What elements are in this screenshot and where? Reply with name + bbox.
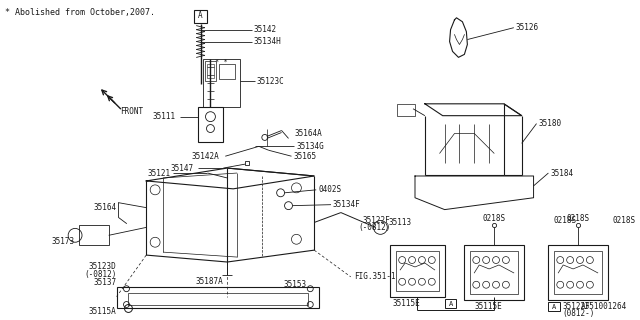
Bar: [397, 104, 415, 116]
Text: 0218S: 0218S: [554, 216, 577, 225]
Text: FRONT: FRONT: [120, 107, 143, 116]
Text: * *: * *: [216, 59, 228, 65]
Text: 35187A: 35187A: [196, 277, 223, 286]
Text: 35164: 35164: [93, 203, 116, 212]
Bar: [205, 61, 216, 81]
Bar: [207, 64, 214, 78]
Text: A: A: [552, 303, 556, 309]
Bar: [548, 245, 607, 300]
Text: A351001264: A351001264: [581, 302, 627, 311]
Text: 35126: 35126: [516, 23, 539, 32]
Text: 35134H: 35134H: [254, 37, 282, 46]
Bar: [548, 301, 560, 311]
Text: 0218S: 0218S: [566, 214, 589, 223]
Text: 35113: 35113: [388, 218, 412, 227]
Text: 35111: 35111: [153, 112, 176, 121]
Bar: [116, 287, 319, 308]
Text: * Abolished from October,2007.: * Abolished from October,2007.: [5, 8, 155, 17]
Text: 35153: 35153: [283, 280, 307, 289]
Bar: [220, 64, 235, 79]
Bar: [194, 10, 207, 23]
Bar: [129, 293, 308, 305]
Bar: [396, 251, 438, 291]
Text: (0812-): (0812-): [562, 309, 595, 318]
Text: 35165: 35165: [294, 152, 317, 161]
Text: A: A: [449, 300, 452, 307]
Bar: [554, 251, 602, 294]
Text: 35134F: 35134F: [333, 200, 361, 209]
Text: FIG.351-1: FIG.351-1: [354, 272, 396, 281]
Text: 35115A: 35115A: [89, 307, 116, 316]
Text: 0218S: 0218S: [612, 216, 636, 225]
Text: 35134G: 35134G: [296, 142, 324, 151]
Bar: [465, 245, 524, 300]
Bar: [470, 251, 518, 294]
Text: 0218S: 0218S: [482, 214, 506, 223]
Text: 35164A: 35164A: [294, 129, 322, 138]
Bar: [79, 225, 109, 245]
Text: 35184: 35184: [550, 169, 573, 178]
Text: (-0812): (-0812): [84, 270, 116, 279]
Text: 35137: 35137: [93, 278, 116, 287]
Text: 35123D: 35123D: [89, 262, 116, 271]
Text: 0402S: 0402S: [318, 185, 341, 194]
Bar: [198, 107, 223, 142]
Text: 35142A: 35142A: [191, 152, 220, 161]
Text: 35121: 35121: [148, 169, 171, 178]
Bar: [390, 245, 445, 297]
Text: 35122F: 35122F: [362, 216, 390, 225]
Text: (-0812): (-0812): [358, 223, 390, 232]
Text: 35173: 35173: [52, 237, 75, 246]
Text: 35123C: 35123C: [257, 76, 285, 85]
Bar: [202, 59, 240, 107]
Text: 35180: 35180: [538, 119, 562, 128]
Text: A: A: [198, 11, 203, 20]
Text: 35115E: 35115E: [474, 301, 502, 310]
Text: 35142: 35142: [254, 25, 277, 34]
Text: 35115E: 35115E: [392, 299, 420, 308]
Bar: [445, 299, 456, 308]
Text: 35122F: 35122F: [562, 301, 590, 310]
Text: 35147: 35147: [170, 164, 194, 172]
